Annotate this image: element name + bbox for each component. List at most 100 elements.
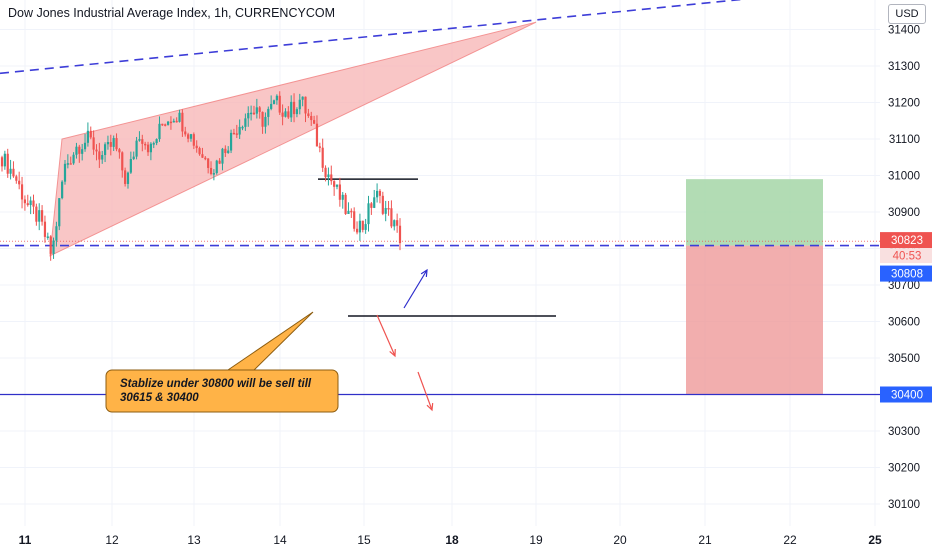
candle-body [290,101,293,118]
candle-body [353,211,356,229]
y-tick-label: 30500 [888,353,920,365]
down-arrow-1[interactable] [376,314,396,357]
candle-body [301,96,304,100]
rising-wedge[interactable] [49,21,537,257]
candle-body [281,112,284,117]
upper-trendline[interactable] [0,0,880,75]
candle-body [144,143,147,146]
candle-body [272,100,276,104]
candle-body [204,157,207,160]
countdown-badge-bg [880,248,932,264]
candle-body [347,210,350,214]
y-tick-label: 30300 [888,426,920,438]
candle-body [161,123,164,126]
position-box[interactable] [686,179,823,395]
candle-body [0,157,4,167]
support-badge-bg [880,265,932,282]
candle-body [398,225,402,244]
candle-body [69,163,72,165]
up-arrow-head[interactable] [420,268,428,278]
candle-body [152,143,155,145]
candle-body [284,111,287,117]
callout-box[interactable] [105,369,339,413]
candle-body [63,163,67,182]
candle-body [92,137,95,150]
candle-body [373,197,376,208]
candle-body [187,134,190,139]
profit-zone[interactable] [686,179,823,246]
candle-body [235,133,238,135]
annotation-line-1: Stablize under 30800 will be sell till [120,378,312,390]
candle-body [112,138,115,147]
candle-body [164,124,167,126]
y-tick-label: 30600 [888,317,920,329]
candle-body [109,142,112,147]
candle-body [72,154,75,164]
candle-body [224,148,227,154]
last-price-badge: 30823 [891,235,923,247]
candle-body [209,167,213,174]
candle-body [132,156,135,160]
chart-title: Dow Jones Industrial Average Index, 1h, … [8,6,335,20]
candle-body [178,112,181,122]
currency-button[interactable]: USD [888,4,926,24]
x-tick-label: 19 [529,533,543,547]
candle-body [258,107,261,112]
candle-body [315,123,319,147]
candle-body [298,99,301,110]
candle-body [330,174,333,182]
candle-body [396,220,399,226]
x-tick-label: 25 [868,533,882,547]
candle-body [52,240,55,254]
time-axis[interactable]: 11 12 13 14 15 18 19 20 21 22 25 [19,533,882,547]
candle-body [3,153,6,167]
candle-body [252,112,256,115]
down-arrow-1-head[interactable] [389,348,396,358]
candle-body [141,139,144,144]
y-tick-label: 31200 [888,98,920,110]
candle-body [146,144,150,153]
candle-body [378,190,382,196]
x-tick-label: 20 [613,533,627,547]
candle-body [169,121,173,124]
candle-body [361,220,364,230]
candle-body [135,140,138,157]
x-tick-label: 15 [357,533,371,547]
candle-body [381,195,384,214]
candle-body [78,146,81,154]
candle-body [324,167,327,178]
annotation-callout[interactable] [105,311,339,413]
candle-body [40,210,44,222]
candle-body [384,207,387,214]
wedge-fill[interactable] [49,21,537,257]
up-arrow[interactable] [403,269,428,309]
candle-body [189,134,193,139]
candle-body [9,168,12,174]
projection-arrows[interactable] [376,268,434,412]
down-arrow-2[interactable] [417,371,433,411]
x-tick-label: 22 [783,533,797,547]
candle-body [304,96,307,114]
annotation-text: Stablize under 30800 will be sell till 3… [106,370,338,412]
candle-body [207,158,210,168]
candle-body [129,159,132,173]
candle-body [23,199,27,204]
candle-body [201,154,204,158]
candle-body [387,207,390,210]
candle-body [46,236,49,238]
candle-body [121,152,124,171]
candle-body [227,150,230,154]
candle-body [98,151,101,160]
candle-body [149,143,152,153]
candle-body [86,130,89,143]
x-tick-label: 11 [19,533,32,547]
down-arrow-2-head[interactable] [426,402,434,412]
candle-body [313,120,316,124]
candles [0,91,402,261]
candle-body [229,132,233,151]
y-tick-label: 31400 [888,25,920,37]
loss-zone[interactable] [686,245,823,395]
candle-body [321,147,324,168]
candle-body [238,126,241,135]
